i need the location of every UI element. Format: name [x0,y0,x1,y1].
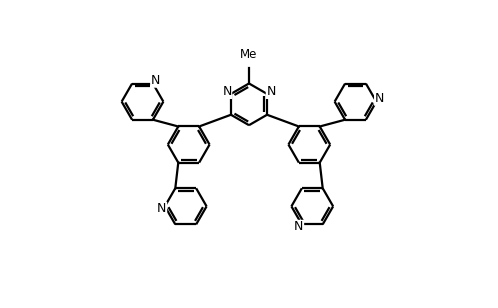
Text: N: N [222,85,232,98]
Text: N: N [151,74,160,87]
Text: Me: Me [241,48,257,61]
Text: N: N [157,202,166,215]
Text: N: N [266,85,276,98]
Text: N: N [374,92,384,105]
Text: N: N [294,221,304,233]
